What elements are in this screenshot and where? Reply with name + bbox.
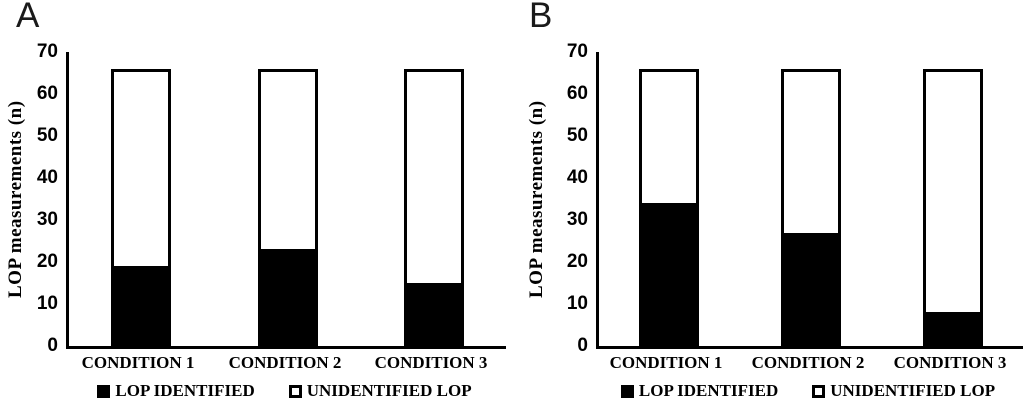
x-category-label: CONDITION 3 <box>374 353 488 372</box>
y-tick-label: 10 <box>36 293 58 314</box>
legend-label: LOP IDENTIFIED <box>115 381 255 400</box>
y-tick-label: 20 <box>36 251 58 272</box>
x-category-label: CONDITION 2 <box>751 353 865 372</box>
filled-square-icon <box>620 384 634 398</box>
bar-condition-2 <box>781 69 841 346</box>
bar-condition-1 <box>111 69 171 346</box>
panel-a: A LOP measurements (n) 0 10 20 30 40 50 60 70 COND… <box>0 0 512 408</box>
panel-letter: A <box>16 0 40 35</box>
x-category-label: CONDITION 3 <box>893 353 1007 372</box>
y-tick-label: 60 <box>566 83 588 104</box>
y-tick-label: 10 <box>566 293 588 314</box>
y-tick-label: 30 <box>36 209 58 230</box>
bar-segment-lop-identified <box>114 266 168 343</box>
x-category-label: CONDITION 2 <box>228 353 342 372</box>
bar-segment-lop-identified <box>261 249 315 343</box>
legend-item: LOP IDENTIFIED <box>620 381 779 401</box>
legend-item: LOP IDENTIFIED <box>97 381 255 401</box>
bar-condition-1 <box>639 69 699 346</box>
plot-area <box>596 52 1023 349</box>
y-tick-label: 70 <box>566 41 588 62</box>
panel-b: B LOP measurements (n) 0 10 20 30 40 50 60 70 COND… <box>513 0 1025 408</box>
legend: LOP IDENTIFIED UNIDENTIFIED LOP <box>66 381 503 401</box>
x-category-label: CONDITION 1 <box>609 353 723 372</box>
outlined-square-icon <box>812 384 826 398</box>
legend-item: UNIDENTIFIED LOP <box>812 381 995 401</box>
y-tick-label: 70 <box>36 41 58 62</box>
bar-segment-lop-identified <box>784 233 838 343</box>
y-tick-label: 40 <box>36 167 58 188</box>
legend-label: UNIDENTIFIED LOP <box>306 381 472 400</box>
bar-segment-lop-identified <box>926 312 980 343</box>
y-tick-label: 0 <box>577 335 588 356</box>
legend: LOP IDENTIFIED UNIDENTIFIED LOP <box>596 381 1020 401</box>
y-tick-label: 20 <box>566 251 588 272</box>
bar-condition-3 <box>923 69 983 346</box>
y-tick-label: 50 <box>36 125 58 146</box>
legend-label: UNIDENTIFIED LOP <box>830 381 996 400</box>
y-tick-label: 30 <box>566 209 588 230</box>
filled-square-icon <box>97 384 111 398</box>
bar-condition-3 <box>404 69 464 346</box>
panel-letter: B <box>529 0 553 35</box>
bar-segment-lop-identified <box>407 283 461 343</box>
bar-segment-lop-identified <box>642 203 696 343</box>
x-category-label: CONDITION 1 <box>81 353 195 372</box>
y-tick-label: 40 <box>566 167 588 188</box>
y-tick-label: 50 <box>566 125 588 146</box>
legend-label: LOP IDENTIFIED <box>638 381 779 400</box>
outlined-square-icon <box>288 384 302 398</box>
legend-item: UNIDENTIFIED LOP <box>288 381 472 401</box>
y-tick-label: 60 <box>36 83 58 104</box>
bar-condition-2 <box>258 69 318 346</box>
plot-area <box>66 52 506 349</box>
y-tick-label: 0 <box>47 335 58 356</box>
